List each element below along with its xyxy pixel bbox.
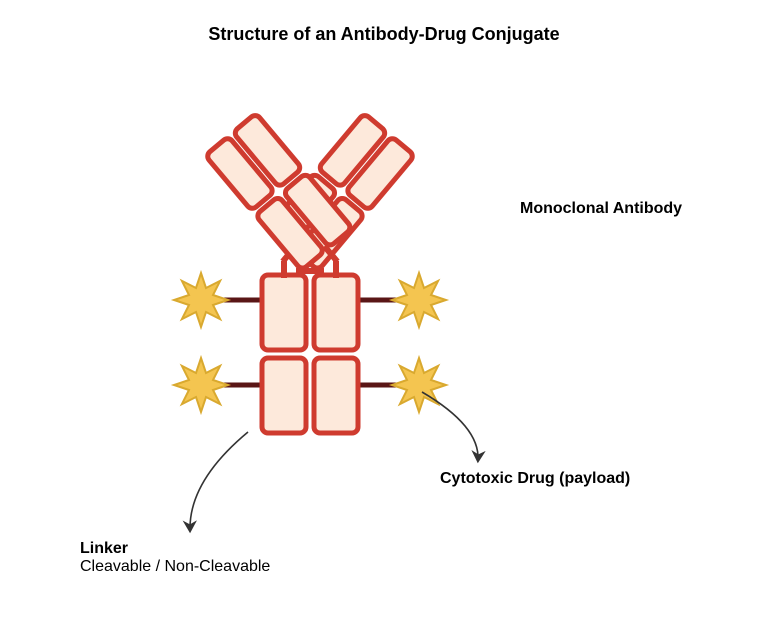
label-monoclonal-antibody: Monoclonal Antibody (520, 200, 682, 218)
label-cytotoxic-drug: Cytotoxic Drug (payload) (440, 470, 630, 488)
label-linker: Linker Cleavable / Non-Cleavable (80, 540, 270, 576)
linkers-group (207, 300, 413, 385)
label-linker-title: Linker (80, 540, 128, 557)
payloads-group (174, 273, 446, 412)
adc-diagram: Structure of an Antibody-Drug Conjugate … (0, 0, 768, 640)
label-linker-subtitle: Cleavable / Non-Cleavable (80, 558, 270, 576)
